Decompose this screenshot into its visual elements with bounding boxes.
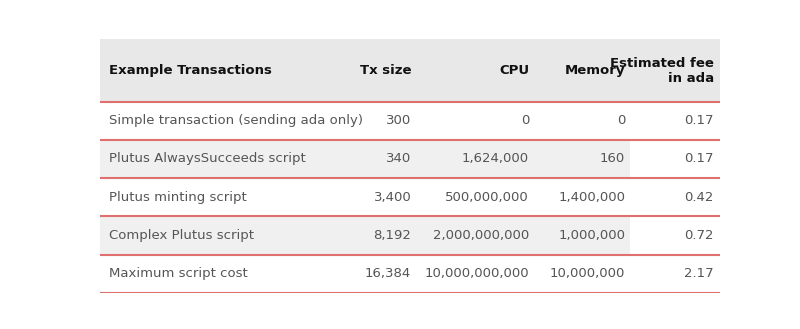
Text: Memory: Memory — [565, 64, 625, 77]
Bar — [630, 216, 720, 255]
Text: 160: 160 — [600, 152, 625, 165]
Bar — [100, 255, 630, 293]
Text: 10,000,000: 10,000,000 — [550, 267, 625, 280]
Text: Plutus minting script: Plutus minting script — [110, 191, 247, 204]
Text: 0.17: 0.17 — [684, 114, 714, 127]
Text: 500,000,000: 500,000,000 — [446, 191, 529, 204]
Bar — [100, 102, 630, 140]
Bar — [630, 102, 720, 140]
Text: 0.42: 0.42 — [685, 191, 714, 204]
Text: 0.72: 0.72 — [684, 229, 714, 242]
Text: 10,000,000,000: 10,000,000,000 — [425, 267, 529, 280]
Text: 1,000,000: 1,000,000 — [558, 229, 625, 242]
Text: 3,400: 3,400 — [374, 191, 411, 204]
Text: Simple transaction (sending ada only): Simple transaction (sending ada only) — [110, 114, 363, 127]
Bar — [630, 140, 720, 178]
Text: 8,192: 8,192 — [374, 229, 411, 242]
Text: 300: 300 — [386, 114, 411, 127]
Text: Complex Plutus script: Complex Plutus script — [110, 229, 254, 242]
Bar — [100, 140, 630, 178]
Text: 2,000,000,000: 2,000,000,000 — [433, 229, 529, 242]
Text: 1,624,000: 1,624,000 — [462, 152, 529, 165]
Bar — [630, 255, 720, 293]
Bar — [100, 39, 720, 102]
Text: Plutus AlwaysSucceeds script: Plutus AlwaysSucceeds script — [110, 152, 306, 165]
Text: Example Transactions: Example Transactions — [110, 64, 272, 77]
Text: Estimated fee
in ada: Estimated fee in ada — [610, 57, 714, 85]
Text: 1,400,000: 1,400,000 — [558, 191, 625, 204]
Bar — [100, 178, 630, 216]
Text: 0: 0 — [521, 114, 529, 127]
Text: CPU: CPU — [499, 64, 529, 77]
Text: 16,384: 16,384 — [365, 267, 411, 280]
Text: 0.17: 0.17 — [684, 152, 714, 165]
Text: 340: 340 — [386, 152, 411, 165]
Text: Tx size: Tx size — [360, 64, 411, 77]
Text: 0: 0 — [617, 114, 625, 127]
Bar — [630, 178, 720, 216]
Bar — [100, 216, 630, 255]
Text: 2.17: 2.17 — [684, 267, 714, 280]
Text: Maximum script cost: Maximum script cost — [110, 267, 248, 280]
